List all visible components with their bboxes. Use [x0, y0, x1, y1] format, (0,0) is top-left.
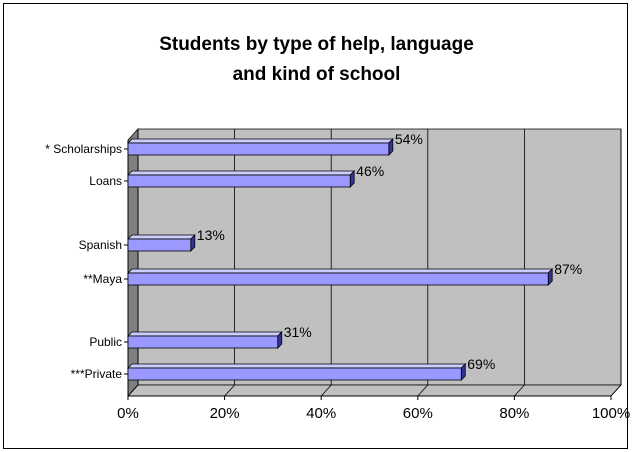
data-label: 46% — [356, 163, 384, 179]
x-tick-label: 0% — [117, 405, 139, 422]
x-tick-label: 80% — [499, 405, 529, 422]
category-label: **Maya — [83, 272, 122, 286]
category-label: * Scholarships — [45, 142, 122, 156]
floor-gridline — [610, 384, 622, 397]
data-label: 54% — [395, 131, 423, 147]
bar-front-face — [127, 335, 279, 349]
bar-top-face — [127, 268, 554, 274]
floor-gridline — [514, 384, 525, 397]
chart-title-line-2: and kind of school — [232, 64, 401, 85]
bar-top-face — [127, 170, 356, 176]
bar-front-face — [127, 238, 192, 252]
floor-gridline — [127, 384, 139, 397]
bar-3 — [127, 234, 196, 252]
category-label: Loans — [89, 174, 122, 188]
bar-front-face — [127, 142, 390, 156]
bar-4 — [127, 268, 554, 286]
bar-top-face — [127, 331, 283, 337]
x-tick-label: 40% — [306, 405, 336, 422]
bar-front-face — [127, 174, 351, 188]
floor-gridline — [417, 384, 429, 397]
x-tick-label: 100% — [592, 405, 630, 422]
floor-gridline — [320, 384, 332, 397]
plot-side-wall — [127, 127, 139, 398]
x-tick-labels: 0% 20% 40% 60% 80% 100% — [117, 405, 630, 422]
bar-front-face — [127, 272, 549, 286]
bar-1 — [127, 138, 394, 156]
bar-top-face — [127, 234, 196, 240]
x-tick-label: 60% — [403, 405, 433, 422]
category-label: Spanish — [79, 238, 122, 252]
plot-floor — [127, 384, 622, 397]
category-label: Public — [89, 335, 122, 349]
chart-title: Students by type of help, language and k… — [0, 30, 633, 90]
data-labels: 54% 46% 13% 87% 31% 69% — [197, 131, 582, 372]
floor-gridline — [224, 384, 235, 397]
data-label: 69% — [467, 356, 495, 372]
bars — [127, 138, 554, 381]
data-label: 13% — [197, 227, 225, 243]
bar-front-face — [127, 367, 462, 381]
bar-top-face — [127, 138, 394, 144]
category-labels: * Scholarships Loans Spanish **Maya Public **… — [45, 142, 128, 381]
bar-top-face — [127, 363, 467, 369]
data-label: 31% — [284, 324, 312, 340]
data-label: 87% — [554, 261, 582, 277]
bar-2 — [127, 170, 356, 188]
bar-6 — [127, 363, 467, 381]
x-tick-label: 20% — [210, 405, 240, 422]
chart-title-line-1: Students by type of help, language — [159, 34, 474, 55]
category-label: ***Private — [71, 367, 123, 381]
bar-5 — [127, 331, 283, 349]
